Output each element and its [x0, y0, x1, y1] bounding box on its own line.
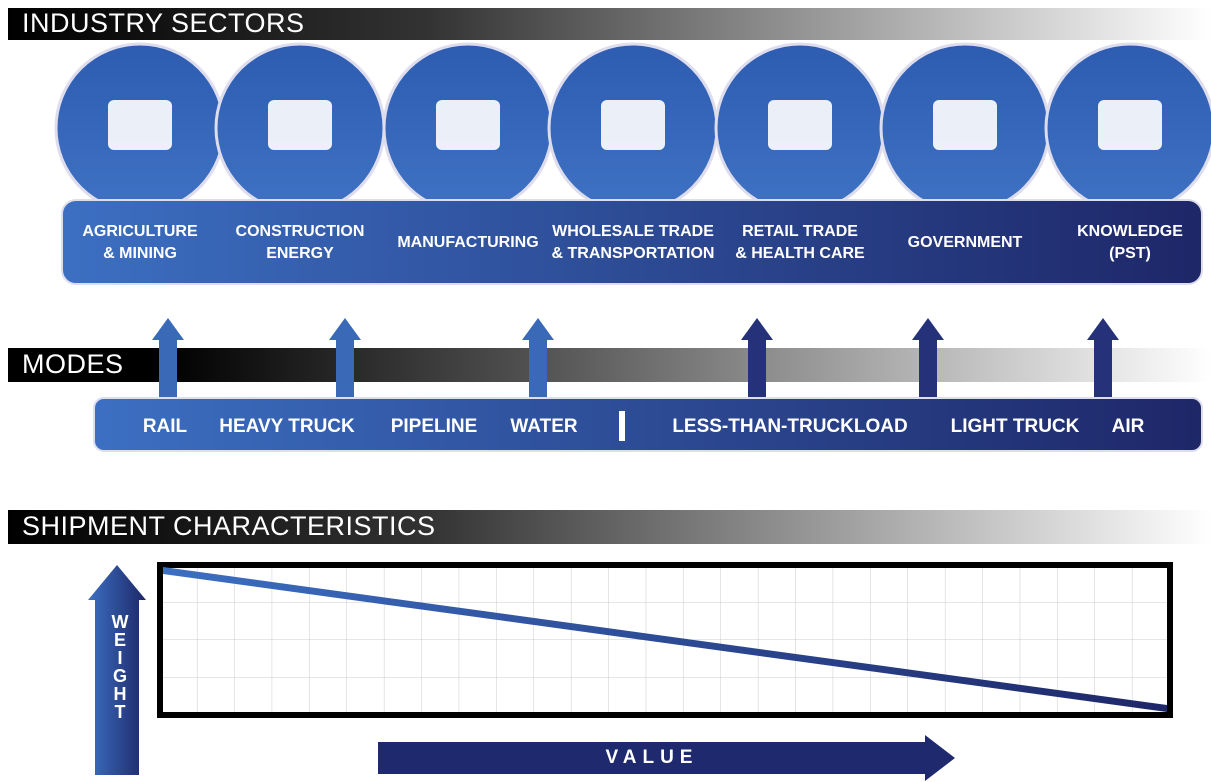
- arrow: [329, 318, 361, 400]
- header-bar: [8, 348, 1211, 382]
- arrow: [912, 318, 944, 400]
- arrow: [522, 318, 554, 400]
- sector-icon: [933, 100, 997, 150]
- sector-label: MANUFACTURING: [397, 234, 538, 251]
- sector-icon: [436, 100, 500, 150]
- sector-band: [61, 199, 1203, 285]
- mode-band: [93, 397, 1203, 452]
- sector-label: & MINING: [103, 245, 177, 262]
- sector-label: ENERGY: [266, 245, 334, 262]
- mode-label: WATER: [510, 416, 577, 437]
- sector-label: AGRICULTURE: [82, 223, 198, 240]
- sector-label: & TRANSPORTATION: [552, 245, 715, 262]
- mode-label: HEAVY TRUCK: [219, 416, 355, 437]
- divider: [619, 411, 625, 441]
- section-title: INDUSTRY SECTORS: [22, 8, 305, 38]
- sector-label: & HEALTH CARE: [735, 245, 865, 262]
- mode-label: LIGHT TRUCK: [951, 416, 1080, 437]
- arrow: [152, 318, 184, 400]
- header-bar: [8, 8, 1211, 40]
- sector-label: (PST): [1109, 245, 1151, 262]
- mode-label: RAIL: [143, 416, 188, 437]
- sector-icon: [108, 100, 172, 150]
- sector-icon: [268, 100, 332, 150]
- mode-label: AIR: [1112, 416, 1145, 437]
- sector-label: KNOWLEDGE: [1077, 223, 1183, 240]
- section-title: SHIPMENT CHARACTERISTICS: [22, 511, 436, 541]
- mode-label: LESS-THAN-TRUCKLOAD: [672, 416, 907, 437]
- trend-line: [163, 567, 1167, 712]
- sector-icon: [1098, 100, 1162, 150]
- arrow: [741, 318, 773, 400]
- x-label: VALUE: [606, 747, 699, 768]
- sector-label: WHOLESALE TRADE: [552, 223, 714, 240]
- arrow: [1087, 318, 1119, 400]
- sector-label: RETAIL TRADE: [742, 223, 858, 240]
- section-title: MODES: [22, 349, 124, 379]
- weight-arrow: [88, 565, 146, 775]
- y-label: WEIGHT: [110, 612, 130, 720]
- sector-label: CONSTRUCTION: [236, 223, 365, 240]
- header-bar: [8, 510, 1211, 544]
- sector-label: GOVERNMENT: [908, 234, 1023, 251]
- value-arrow: [378, 735, 955, 781]
- mode-label: PIPELINE: [391, 416, 478, 437]
- sector-icon: [601, 100, 665, 150]
- sector-icon: [768, 100, 832, 150]
